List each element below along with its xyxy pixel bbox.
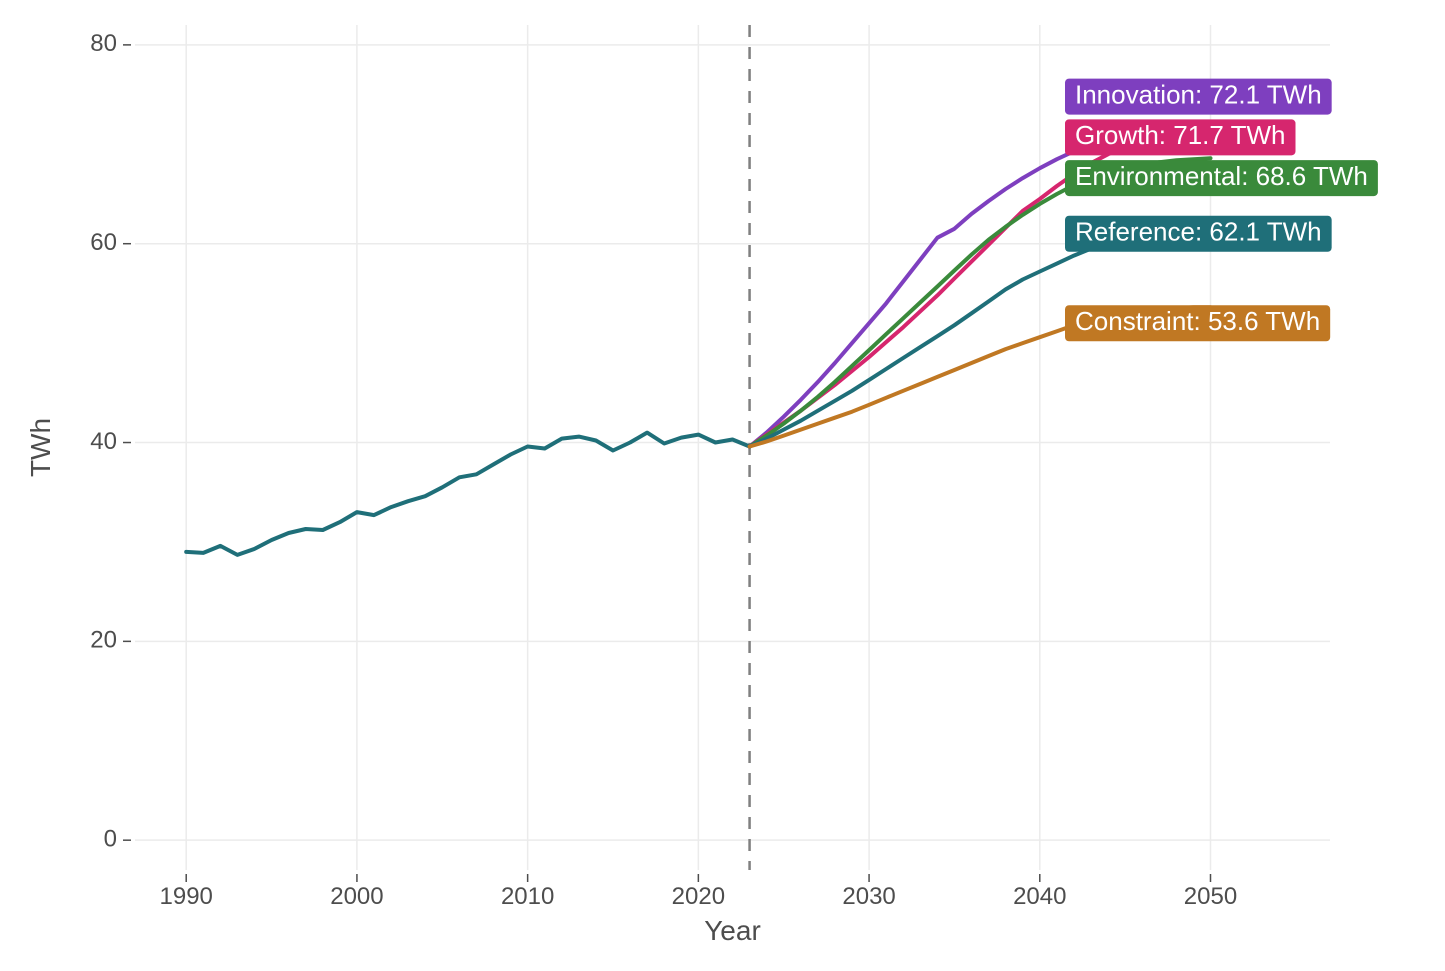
- y-axis-title: TWh: [25, 418, 56, 477]
- y-tick-label: 20: [90, 627, 117, 654]
- series-label-constraint: Constraint: 53.6 TWh: [1075, 306, 1320, 336]
- series-label-innovation: Innovation: 72.1 TWh: [1075, 79, 1322, 109]
- line-chart: 0204060801990200020102020203020402050TWh…: [0, 0, 1445, 971]
- x-tick-label: 2050: [1184, 883, 1237, 910]
- x-tick-label: 2030: [842, 883, 895, 910]
- x-tick-label: 2040: [1013, 883, 1066, 910]
- series-label-growth: Growth: 71.7 TWh: [1075, 120, 1286, 150]
- series-environmental: [750, 158, 1211, 446]
- series-label-environmental: Environmental: 68.6 TWh: [1075, 161, 1368, 191]
- y-tick-label: 40: [90, 428, 117, 455]
- x-axis-title: Year: [704, 915, 761, 946]
- x-tick-label: 2000: [330, 883, 383, 910]
- series-historical: [186, 433, 749, 555]
- x-tick-label: 1990: [160, 883, 213, 910]
- y-tick-label: 60: [90, 229, 117, 256]
- y-tick-label: 0: [104, 826, 117, 853]
- x-tick-label: 2020: [672, 883, 725, 910]
- series-label-reference: Reference: 62.1 TWh: [1075, 217, 1322, 247]
- y-tick-label: 80: [90, 30, 117, 57]
- chart-container: 0204060801990200020102020203020402050TWh…: [0, 0, 1445, 971]
- x-tick-label: 2010: [501, 883, 554, 910]
